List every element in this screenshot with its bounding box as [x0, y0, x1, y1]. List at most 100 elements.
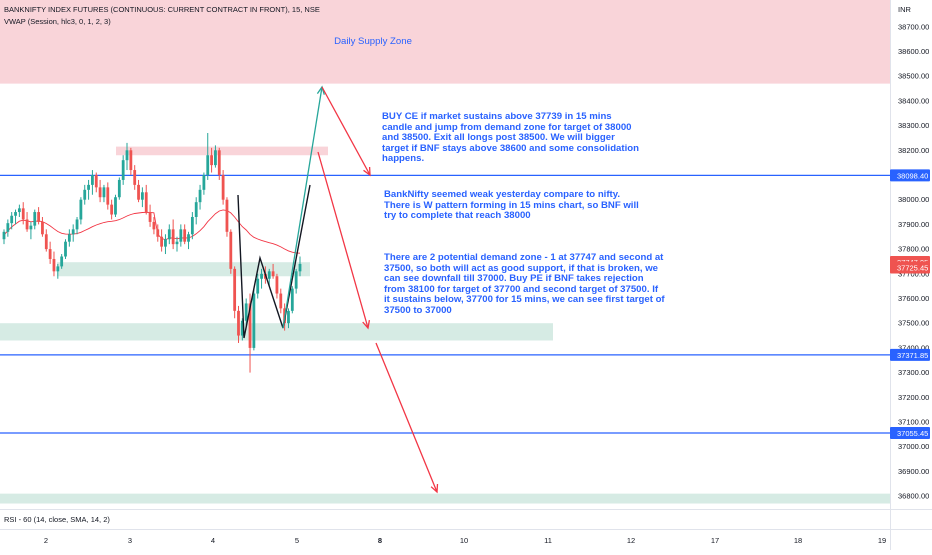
candle-body [106, 187, 110, 205]
candle-body [21, 208, 25, 220]
candle-body [17, 208, 21, 213]
rsi-legend: RSI - 60 (14, close, SMA, 14, 2) [4, 515, 110, 524]
candle-body [206, 155, 210, 175]
y-tick-label: 38300.00 [898, 121, 929, 130]
candle-body [87, 184, 90, 190]
currency-label: INR [898, 5, 912, 14]
demand-zone-lower [0, 323, 553, 341]
x-tick-label: 17 [711, 536, 719, 545]
candle-body [275, 276, 279, 294]
candle-body [156, 229, 160, 237]
candle-body [194, 202, 198, 217]
target-arrow-up [282, 86, 323, 329]
candle-body [183, 229, 187, 242]
candle-body [52, 258, 56, 272]
rejection-arrow-1 [321, 86, 371, 176]
price-label: 37055.45 [897, 429, 928, 438]
candle-body [98, 187, 102, 198]
candle-body [37, 212, 40, 222]
candle-body [221, 175, 225, 200]
candle-body [237, 310, 240, 336]
candle-body [187, 234, 190, 242]
w-pattern-line [237, 184, 311, 339]
candle-body [94, 175, 98, 188]
candle-body [102, 187, 106, 198]
rejection-arrow-2 [317, 151, 369, 329]
candle-body [71, 229, 75, 235]
x-tick-label: 19 [878, 536, 886, 545]
x-tick-label: 11 [544, 536, 552, 545]
annotation-demand-zones: There are 2 potential demand zone - 1 at… [384, 252, 665, 316]
candle-body [287, 310, 290, 324]
x-tick-label: 2 [44, 536, 48, 545]
rejection-arrow-1-head [363, 166, 371, 177]
x-tick-label: 3 [128, 536, 132, 545]
rejection-arrow-3 [375, 342, 438, 493]
candle-body [210, 155, 213, 166]
candle-body [240, 320, 244, 336]
candle-body [67, 234, 71, 242]
candle-body [29, 225, 33, 230]
candle-body [260, 273, 263, 279]
y-tick-label: 38700.00 [898, 22, 929, 31]
candle-body [217, 150, 221, 175]
candle-body [56, 266, 60, 272]
x-tick-label: 10 [460, 536, 468, 545]
y-tick-label: 36900.00 [898, 467, 929, 476]
candle-body [75, 219, 79, 230]
price-label-box [890, 348, 930, 361]
demand-zone-upper [57, 262, 310, 277]
candle-body [160, 236, 164, 247]
candle-body [179, 229, 183, 242]
candle-body [164, 239, 167, 247]
candle-body [229, 231, 233, 269]
daily-supply-zone [0, 0, 890, 84]
rejection-arrow-2-head [362, 319, 371, 330]
candle-body [202, 175, 206, 190]
candle-body [60, 256, 64, 267]
candle-body [256, 278, 260, 294]
candle-body [252, 293, 256, 348]
candle-body [294, 271, 298, 289]
candle-body [79, 199, 83, 220]
candle-body [117, 179, 121, 198]
supply-box [116, 146, 328, 156]
candle-body [64, 241, 67, 257]
candle-body [137, 184, 140, 200]
candle-body [279, 293, 283, 309]
candle-body [298, 263, 302, 272]
candle-body [10, 215, 14, 224]
y-tick-label: 38200.00 [898, 146, 929, 155]
candle-body [214, 150, 217, 166]
candle-body [48, 249, 52, 259]
candle-body [133, 170, 137, 185]
daily-supply-zone-label: Daily Supply Zone [334, 36, 412, 47]
candle-body [233, 268, 237, 311]
y-tick-label: 37900.00 [898, 220, 929, 229]
candle-body [121, 160, 125, 180]
y-tick-label: 37700.00 [898, 269, 929, 278]
y-tick-label: 37800.00 [898, 245, 929, 254]
candle-body [148, 212, 152, 222]
candle-body [290, 288, 294, 311]
x-tick-label: 5 [295, 536, 299, 545]
x-tick-label: 18 [794, 536, 802, 545]
candle-body [190, 216, 194, 235]
candle-body [110, 204, 114, 215]
x-tick-label: 12 [627, 536, 635, 545]
candle-body [2, 231, 6, 240]
demand-zone-bottom [0, 493, 890, 504]
candle-body [129, 150, 133, 171]
y-tick-label: 37500.00 [898, 319, 929, 328]
candle-body [25, 219, 29, 230]
candle-body [244, 303, 248, 321]
y-tick-label: 37100.00 [898, 418, 929, 427]
y-tick-label: 37400.00 [898, 343, 929, 352]
indicator-legend: VWAP (Session, hlc3, 0, 1, 2, 3) [4, 17, 111, 26]
price-label-box [890, 261, 930, 274]
rejection-arrow-3-head [430, 483, 439, 494]
price-label-box [890, 169, 930, 182]
y-tick-label: 37600.00 [898, 294, 929, 303]
